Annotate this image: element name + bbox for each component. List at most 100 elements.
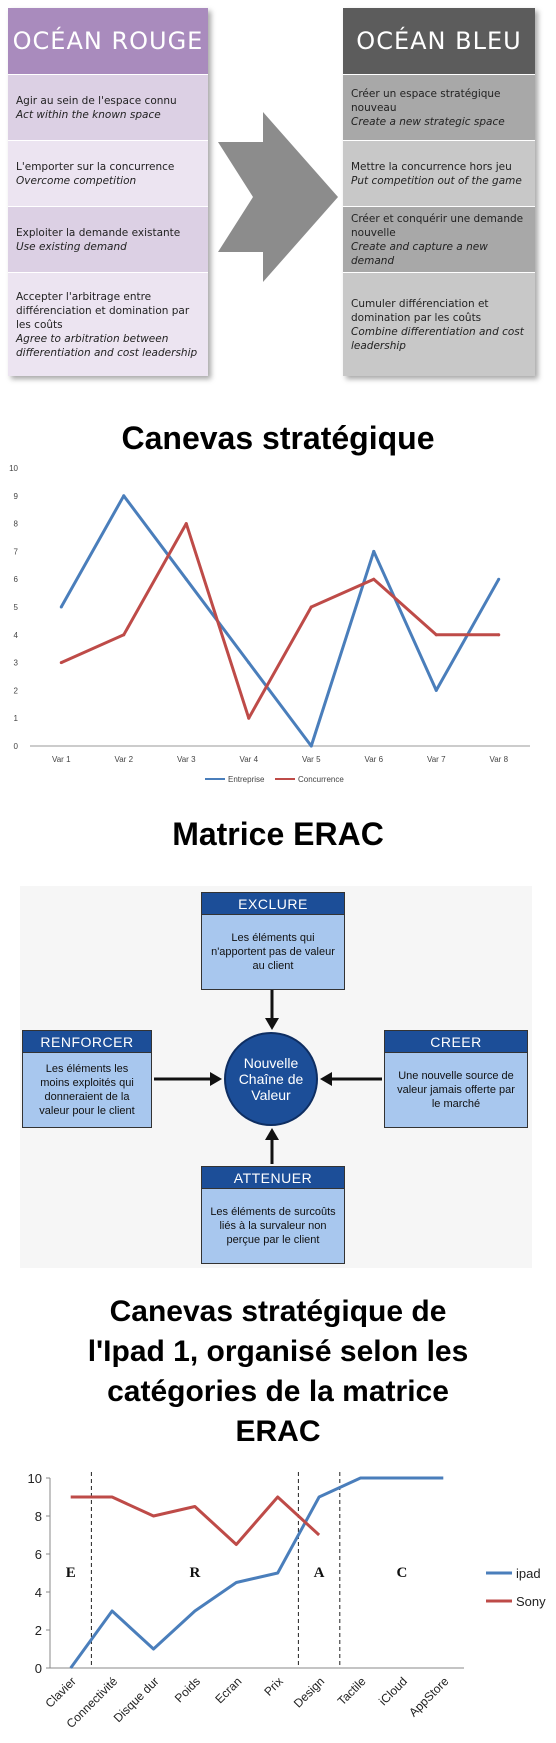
- x-tick-label: Tactile: [335, 1674, 369, 1708]
- item-french: Mettre la concurrence hors jeu: [351, 160, 512, 173]
- data-point: [184, 577, 188, 581]
- data-point: [59, 605, 63, 609]
- y-tick-label: 8: [35, 1509, 42, 1524]
- zone-label: C: [396, 1565, 407, 1581]
- erac-box-title: RENFORCER: [23, 1031, 151, 1053]
- x-tick-label: Var 7: [427, 755, 446, 764]
- red-ocean-item: L'emporter sur la concurrence Overcome c…: [8, 140, 208, 206]
- data-point: [497, 577, 501, 581]
- blue-ocean-item: Mettre la concurrence hors jeu Put compe…: [343, 140, 535, 206]
- y-tick-label: 0: [14, 742, 19, 751]
- red-ocean-title: OCÉAN ROUGE: [8, 8, 208, 74]
- arrow-left-icon: [320, 1072, 332, 1086]
- series-line-ipad: [69, 1476, 444, 1669]
- canvas-title: Canevas stratégique: [121, 420, 435, 456]
- y-tick-label: 5: [14, 603, 19, 612]
- y-tick-label: 3: [14, 659, 19, 668]
- red-ocean-item: Accepter l'arbitrage entre différenciati…: [8, 272, 208, 376]
- erac-creer-box: CREER Une nouvelle source de valeur jama…: [384, 1030, 528, 1128]
- item-french: Exploiter la demande existante: [16, 226, 181, 239]
- y-tick-label: 10: [28, 1471, 42, 1486]
- x-tick-label: Clavier: [43, 1674, 79, 1710]
- data-point: [372, 577, 376, 581]
- erac-renforcer-box: RENFORCER Les éléments les moins exploit…: [22, 1030, 152, 1128]
- data-point: [59, 661, 63, 665]
- data-point: [122, 633, 126, 637]
- item-french: Agir au sein de l'espace connu: [16, 94, 177, 107]
- item-english: Act within the known space: [16, 108, 161, 121]
- series-line-concurrence: [60, 522, 499, 720]
- data-point: [497, 633, 501, 637]
- item-french: Créer un espace stratégique nouveau: [351, 87, 501, 114]
- ocean-comparison: OCÉAN ROUGE Agir au sein de l'espace con…: [0, 0, 556, 392]
- series-line-sony: [70, 1495, 321, 1546]
- erac-box-title: CREER: [385, 1031, 527, 1053]
- item-english: Overcome competition: [16, 174, 137, 187]
- blue-ocean-item: Cumuler différenciation et domination pa…: [343, 272, 535, 376]
- x-tick-label: Var 3: [177, 755, 196, 764]
- legend-label: Sony: [516, 1594, 546, 1609]
- x-tick-label: Var 5: [302, 755, 321, 764]
- blue-ocean-title: OCÉAN BLEU: [343, 8, 535, 74]
- data-point: [247, 716, 251, 720]
- erac-box-text: Les éléments de surcoûts liés à la surva…: [202, 1189, 344, 1263]
- blue-ocean-item: Créer et conquérir une demande nouvelle …: [343, 206, 535, 272]
- x-tick-label: iCloud: [376, 1674, 410, 1708]
- ipad-title-text: Canevas stratégique de l'Ipad 1, organis…: [87, 1295, 469, 1448]
- data-point: [309, 605, 313, 609]
- erac-exclure-box: EXCLURE Les éléments qui n'apportent pas…: [201, 892, 345, 990]
- x-tick-label: Disque dur: [111, 1674, 162, 1725]
- zone-label: R: [189, 1565, 200, 1581]
- y-tick-label: 4: [35, 1585, 42, 1600]
- item-english: Create a new strategic space: [351, 115, 505, 128]
- x-tick-label: Var 6: [364, 755, 383, 764]
- series-line-entreprise: [59, 494, 501, 748]
- erac-box-text: Une nouvelle source de valeur jamais off…: [385, 1053, 527, 1127]
- y-tick-label: 10: [9, 464, 18, 473]
- erac-diagram: EXCLURE Les éléments qui n'apportent pas…: [20, 886, 532, 1268]
- erac-box-text: Les éléments qui n'apportent pas de vale…: [202, 915, 344, 989]
- y-tick-label: 2: [14, 686, 19, 695]
- x-tick-label: Prix: [261, 1674, 286, 1699]
- x-tick-label: Var 8: [489, 755, 508, 764]
- y-tick-label: 6: [35, 1547, 42, 1562]
- blue-ocean-item: Créer un espace stratégique nouveau Crea…: [343, 74, 535, 140]
- erac-center-circle: Nouvelle Chaîne de Valeur: [224, 1032, 318, 1126]
- data-point: [122, 494, 126, 498]
- y-tick-label: 4: [14, 631, 19, 640]
- data-point: [184, 522, 188, 526]
- zone-label: E: [66, 1565, 76, 1581]
- y-tick-label: 6: [14, 575, 19, 584]
- y-tick-label: 2: [35, 1623, 42, 1638]
- data-point: [434, 688, 438, 692]
- x-tick-label: Var 4: [239, 755, 258, 764]
- erac-attenuer-box: ATTENUER Les éléments de surcoûts liés à…: [201, 1166, 345, 1264]
- item-english: Agree to arbitration between differentia…: [16, 332, 198, 359]
- erac-arrows: [154, 990, 382, 1164]
- x-tick-label: Var 1: [52, 755, 71, 764]
- legend-label: ipad: [516, 1566, 541, 1581]
- zone-label: A: [314, 1565, 325, 1581]
- item-french: Accepter l'arbitrage entre différenciati…: [16, 290, 190, 331]
- item-english: Use existing demand: [16, 240, 127, 253]
- strategy-canvas-chart: 0 1 2 3 4 5 6 7 8 9 10 Var 1 Var 2 Var 3 Var 4 Var 5 Var…: [9, 464, 530, 784]
- item-french: L'emporter sur la concurrence: [16, 160, 175, 173]
- legend-label: Entreprise: [228, 775, 265, 784]
- x-tick-label: AppStore: [406, 1674, 452, 1720]
- arrow-up-icon: [265, 1128, 279, 1140]
- ipad-canvas-title: Canevas stratégique de l'Ipad 1, organis…: [0, 1292, 556, 1452]
- arrow-right-icon: [210, 1072, 222, 1086]
- erac-box-text: Les éléments les moins exploités qui don…: [23, 1053, 151, 1127]
- data-point: [247, 661, 251, 665]
- x-tick-label: Design: [291, 1674, 327, 1710]
- arrow-shape: [218, 112, 338, 282]
- data-point: [434, 633, 438, 637]
- item-english: Create and capture a new demand: [351, 240, 488, 267]
- center-label: Nouvelle Chaîne de Valeur: [238, 1055, 304, 1103]
- red-ocean-item: Exploiter la demande existante Use exist…: [8, 206, 208, 272]
- legend-label: Concurrence: [298, 775, 344, 784]
- y-tick-label: 0: [35, 1661, 42, 1676]
- erac-box-title: ATTENUER: [202, 1167, 344, 1189]
- item-english: Combine differentiation and cost leaders…: [351, 325, 524, 352]
